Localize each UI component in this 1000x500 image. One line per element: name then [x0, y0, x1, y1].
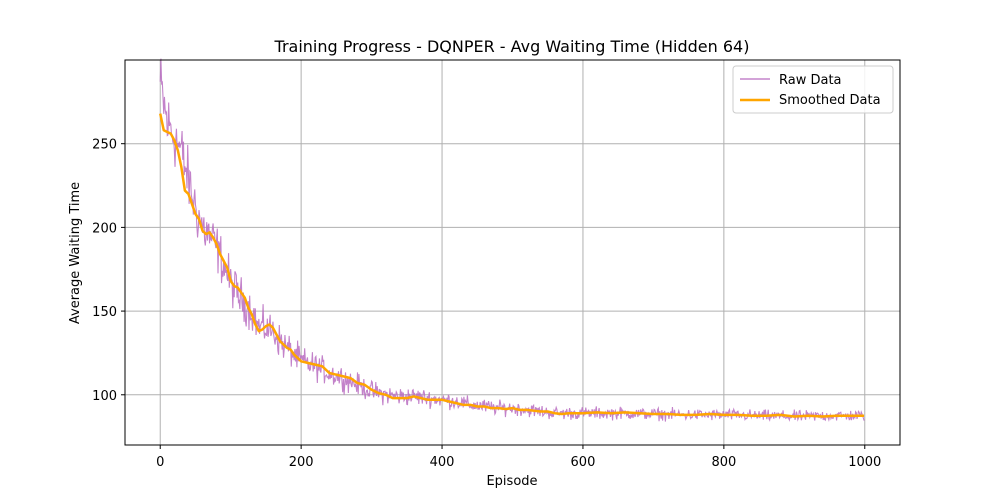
x-axis-label: Episode — [486, 474, 537, 489]
y-tick-label: 150 — [92, 305, 117, 320]
series-smoothed-data-line — [159, 113, 865, 418]
legend-box — [732, 65, 894, 114]
y-axis-label: Average Waiting Time — [68, 182, 83, 324]
x-axis: 0 200 400 600 800 1000 — [156, 445, 881, 470]
x-tick-label: 800 — [711, 455, 736, 470]
series-raw-data-line — [159, 58, 865, 423]
y-tick-label: 200 — [92, 221, 117, 236]
plot-frame — [124, 59, 901, 446]
x-tick-label: 400 — [430, 455, 455, 470]
x-tick-label: 200 — [289, 455, 314, 470]
chart-title: Training Progress - DQNPER - Avg Waiting… — [274, 37, 750, 56]
y-axis: 100 150 200 250 — [92, 138, 125, 404]
legend-label-smoothed-data: Smoothed Data — [779, 93, 881, 108]
x-tick-label: 1000 — [848, 455, 881, 470]
y-tick-label: 250 — [92, 138, 117, 153]
x-tick-label: 0 — [156, 455, 164, 470]
legend: Raw Data Smoothed Data — [732, 65, 894, 114]
plot-area — [159, 58, 865, 423]
legend-label-raw-data: Raw Data — [779, 73, 842, 88]
x-tick-label: 600 — [571, 455, 596, 470]
y-tick-label: 100 — [92, 389, 117, 404]
